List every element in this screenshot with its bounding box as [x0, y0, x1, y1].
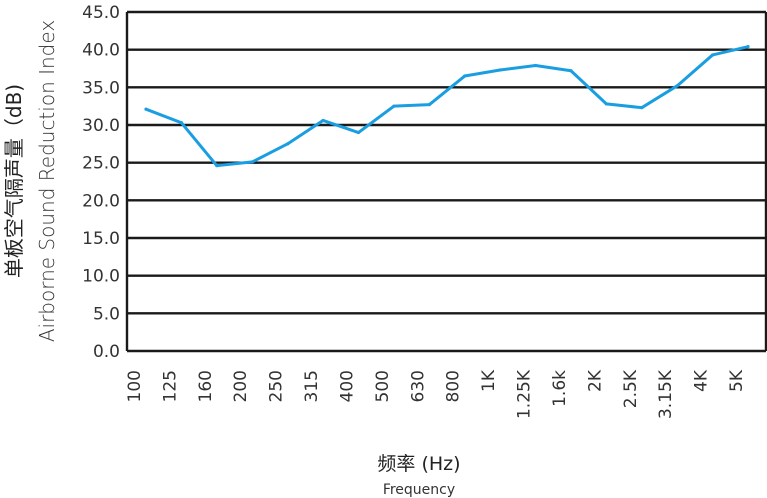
- data-point: [427, 103, 431, 107]
- y-tick-label: 20.0: [82, 191, 120, 211]
- data-point: [215, 164, 219, 168]
- y-tick-label: 40.0: [82, 41, 120, 61]
- x-tick-label: 3.15K: [656, 369, 676, 419]
- x-tick-label: 1K: [479, 369, 499, 392]
- y-tick-label: 30.0: [82, 116, 120, 136]
- data-point: [392, 104, 396, 108]
- x-tick-label: 5K: [727, 369, 747, 392]
- x-tick-label: 125: [160, 370, 180, 402]
- data-point: [250, 160, 254, 164]
- x-tick-labels: 100 125 160 200 250 315 400 500 630 800 1K 1.25K 1.6…: [125, 369, 747, 419]
- x-tick-label: 2K: [585, 369, 605, 392]
- y-axis-label-english: Airborne Sound Reduction Index: [35, 20, 59, 342]
- x-tick-label: 4K: [692, 369, 712, 392]
- data-point: [533, 63, 538, 68]
- series-line-0: [144, 45, 750, 168]
- y-tick-label: 5.0: [93, 304, 120, 324]
- x-tick-label: 400: [337, 370, 357, 402]
- data-point: [179, 121, 184, 125]
- data-point: [640, 106, 644, 110]
- data-point: [321, 118, 325, 123]
- x-tick-label: 160: [196, 370, 216, 402]
- y-axis-label-chinese: 单板空气隔声量（dB): [2, 84, 26, 278]
- x-tick-label: 250: [267, 370, 287, 402]
- y-tick-label: 25.0: [82, 154, 120, 174]
- y-tick-labels: 0.0 5.0 10.0 15.0 20.0 25.0 30.0 35.0 40.0 45.0: [82, 3, 120, 362]
- data-point: [356, 130, 361, 135]
- x-tick-label: 500: [373, 370, 393, 402]
- x-tick-label: 800: [444, 370, 464, 402]
- grid-lines: [125, 10, 767, 353]
- x-tick-label: 315: [302, 370, 322, 402]
- y-tick-label: 45.0: [82, 3, 120, 23]
- data-point: [286, 142, 290, 146]
- y-tick-label: 15.0: [82, 229, 120, 249]
- x-tick-label: 100: [125, 370, 145, 402]
- data-point: [569, 69, 573, 73]
- data-point: [746, 45, 750, 49]
- data-point: [604, 102, 608, 106]
- data-point: [463, 74, 467, 78]
- x-tick-label: 630: [408, 370, 428, 402]
- x-tick-label: 1.6k: [550, 370, 570, 407]
- data-point: [710, 53, 715, 57]
- series-layer: [144, 45, 750, 168]
- x-axis-label-english: Frequency: [383, 482, 455, 498]
- x-tick-label: 1.25K: [515, 369, 535, 419]
- y-tick-label: 35.0: [82, 78, 120, 98]
- x-axis-label-chinese: 频率 (Hz): [377, 453, 460, 475]
- y-tick-label: 0.0: [93, 342, 120, 362]
- data-point: [675, 84, 679, 88]
- y-tick-label: 10.0: [82, 267, 120, 287]
- x-tick-label: 2.5K: [621, 369, 641, 408]
- data-point: [498, 68, 502, 72]
- data-point: [144, 107, 148, 111]
- x-tick-label: 200: [231, 370, 251, 402]
